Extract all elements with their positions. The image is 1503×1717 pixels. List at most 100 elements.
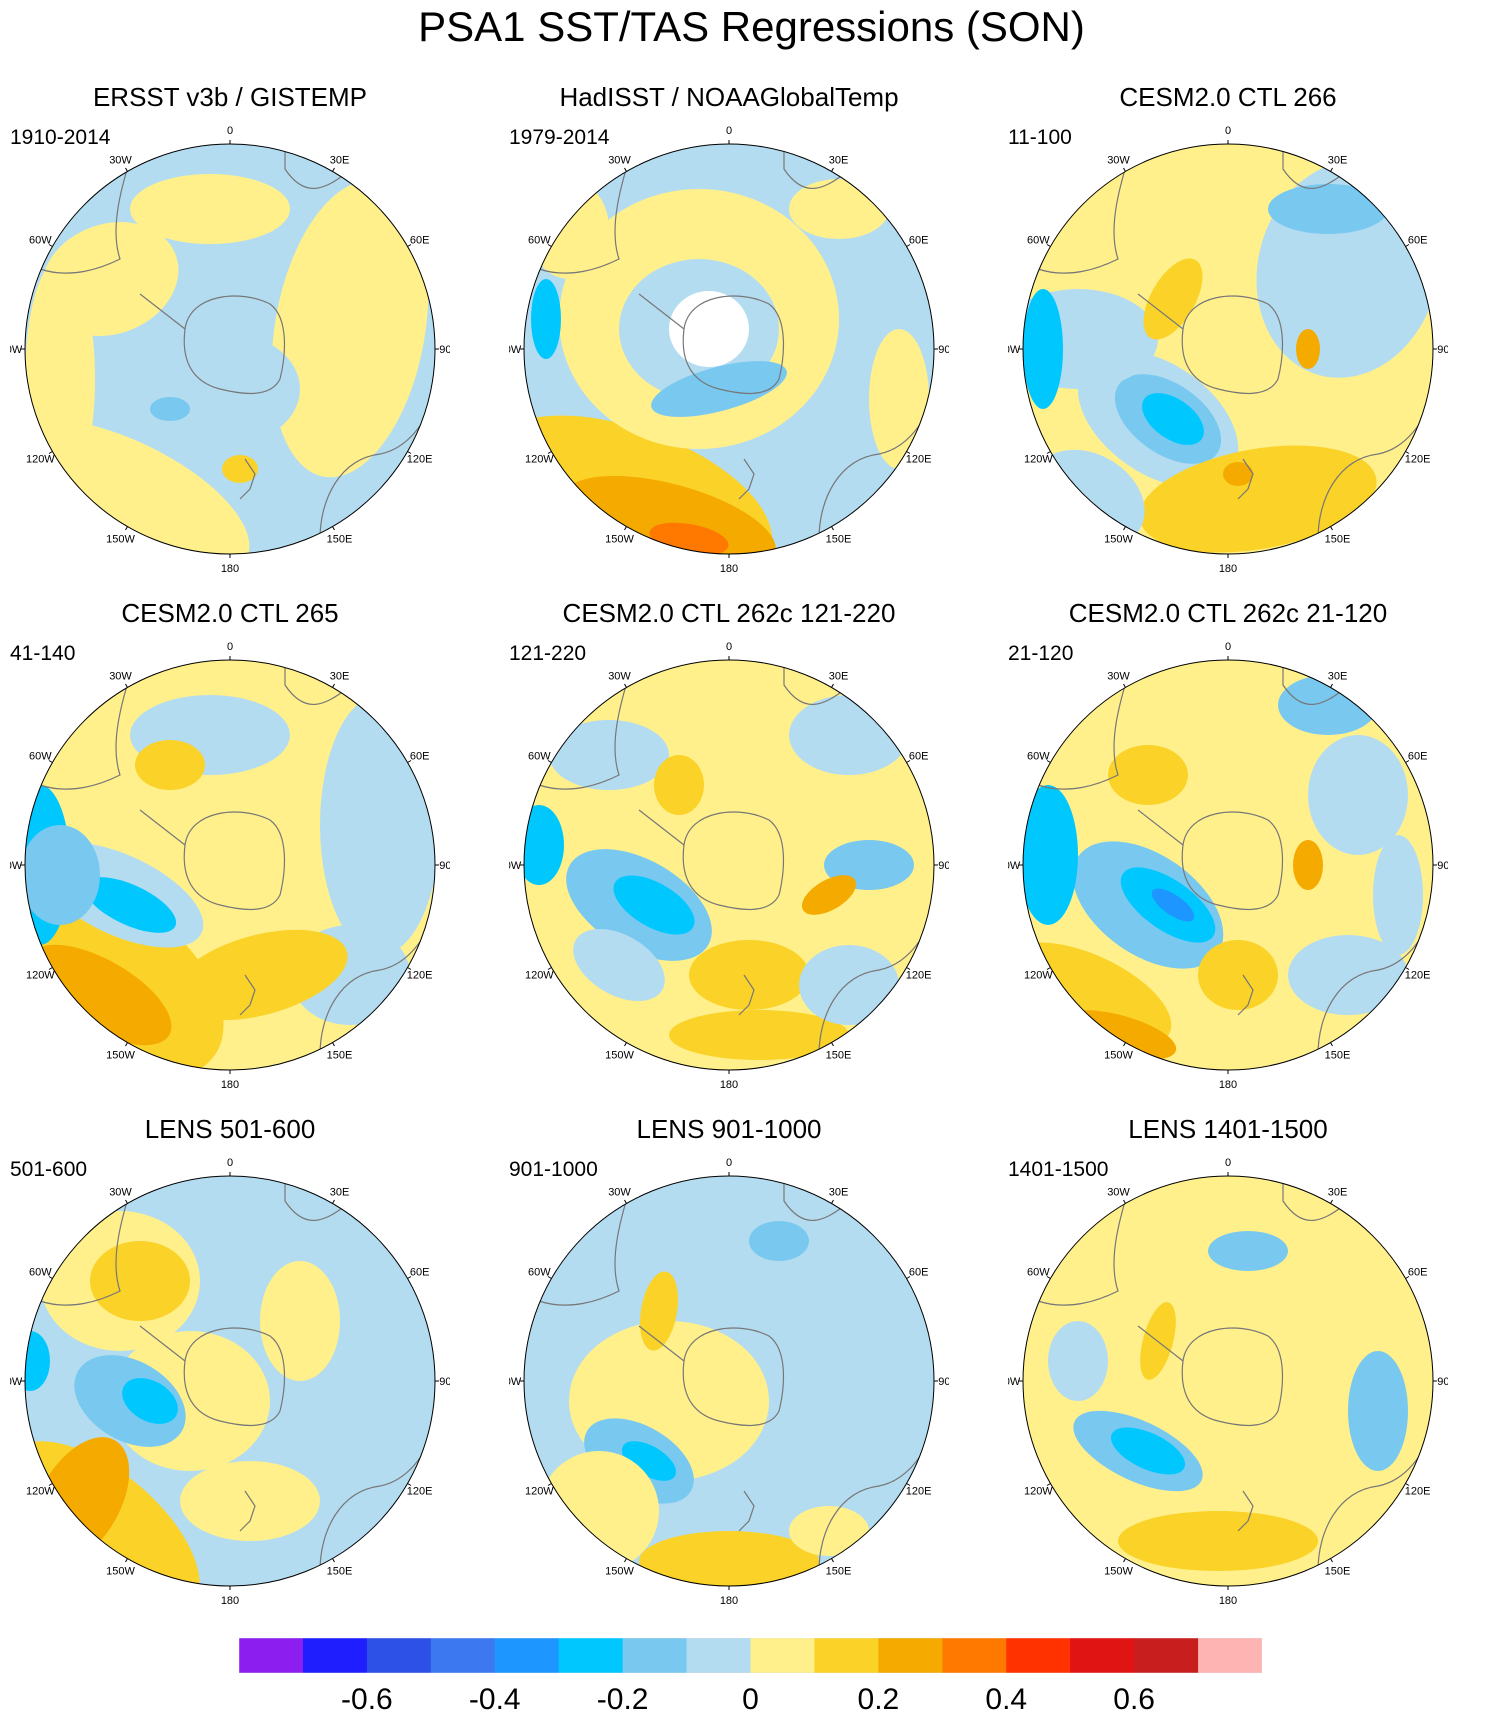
anomaly-region <box>1208 1351 1328 1451</box>
antarctica-coastline <box>638 1325 784 1427</box>
longitude-tick <box>125 526 128 531</box>
south-america-coastline <box>1037 144 1134 274</box>
south-america-coastline <box>1037 660 1134 790</box>
longitude-tick <box>1405 1483 1410 1486</box>
longitude-label: 120E <box>906 970 932 982</box>
regression-field <box>524 144 934 554</box>
anomaly-region <box>573 928 665 1002</box>
anomaly-region <box>1143 258 1203 340</box>
regression-field <box>524 1176 934 1586</box>
anomaly-region <box>1373 835 1423 955</box>
longitude-label: 0 <box>1225 125 1231 137</box>
colorbar-tick-label: 0.6 <box>1113 1683 1155 1716</box>
anomaly-region <box>271 180 429 478</box>
longitude-label: 120W <box>26 970 55 982</box>
longitude-tick <box>906 760 911 763</box>
longitude-tick <box>624 1199 627 1204</box>
longitude-label: 60E <box>410 235 430 247</box>
longitude-label: 30W <box>109 154 132 166</box>
regression-field <box>25 1176 435 1586</box>
longitude-label: 120E <box>1405 970 1431 982</box>
africa-coastline <box>1282 1176 1344 1221</box>
anomaly-region <box>90 1241 190 1321</box>
longitude-label: 180 <box>1219 563 1237 575</box>
longitude-tick <box>125 1199 128 1204</box>
africa-coastline <box>783 144 845 189</box>
longitude-label: 150W <box>1104 1566 1133 1578</box>
longitude-label: 60E <box>1408 751 1428 763</box>
colorbar-swatch <box>302 1638 368 1673</box>
panel-title: CESM2.0 CTL 265 <box>121 598 339 628</box>
colorbar-swatch <box>1198 1638 1262 1673</box>
antarctica-coastline <box>638 809 784 911</box>
australia-coastline <box>818 924 930 1056</box>
colorbar-swatch <box>622 1638 688 1673</box>
africa-coastline <box>783 1176 845 1221</box>
anomaly-region <box>1048 1321 1108 1401</box>
regression-field <box>1023 1176 1433 1586</box>
longitude-tick <box>332 167 335 172</box>
longitude-tick <box>332 526 335 531</box>
longitude-label: 60W <box>29 751 52 763</box>
longitude-label: 90E <box>938 1376 949 1388</box>
longitude-label: 150W <box>605 1566 634 1578</box>
panel-title: LENS 501-600 <box>144 1114 316 1144</box>
longitude-tick <box>125 1558 128 1563</box>
panel-6: CESM2.0 CTL 262c 21-120 0 30E 60E 90E 120E 15… <box>998 598 1458 1103</box>
longitude-label: 120W <box>525 1486 554 1498</box>
anomaly-region <box>639 1271 679 1351</box>
new-zealand-coastline <box>738 974 755 1016</box>
longitude-label: 120E <box>1405 1486 1431 1498</box>
colorbar <box>239 1638 1262 1673</box>
longitude-tick <box>48 967 53 970</box>
longitude-label: 0 <box>227 641 233 653</box>
south-america-coastline <box>538 144 635 274</box>
anomaly-region <box>654 755 704 815</box>
polar-map: 0 30E 60E 90E 120E 150E 180 150W 120W 90W 60W 30W <box>509 1157 949 1607</box>
antarctica-coastline <box>1137 1325 1283 1427</box>
colorbar-tick-label: 0.4 <box>985 1683 1028 1716</box>
longitude-label: 120E <box>906 454 932 466</box>
longitude-label: 150E <box>826 534 852 546</box>
anomaly-region <box>621 1441 677 1481</box>
colorbar-swatch <box>1006 1638 1071 1673</box>
australia-coastline <box>1317 408 1429 540</box>
longitude-tick <box>1046 1276 1051 1279</box>
australia-coastline <box>319 924 431 1056</box>
anomaly-region <box>222 455 258 483</box>
panel-title: LENS 1401-1500 <box>1128 1114 1328 1144</box>
period-label: 121-220 <box>509 642 587 665</box>
anomaly-region <box>1278 675 1378 735</box>
anomaly-region <box>789 695 909 775</box>
anomaly-region <box>524 805 564 885</box>
longitude-label: 120W <box>525 970 554 982</box>
longitude-label: 90E <box>938 860 949 872</box>
longitude-label: 120W <box>1024 454 1053 466</box>
colorbar-tick-label: 0.2 <box>857 1683 900 1716</box>
longitude-label: 0 <box>726 1157 732 1169</box>
longitude-tick <box>831 526 834 531</box>
longitude-label: 60E <box>410 1267 430 1279</box>
longitude-label: 90W <box>10 344 23 356</box>
colorbar-tick-label: -0.2 <box>596 1683 649 1716</box>
missing-data-region <box>669 291 749 367</box>
longitude-label: 120E <box>906 1486 932 1498</box>
longitude-label: 90W <box>1008 344 1021 356</box>
longitude-label: 0 <box>1225 1157 1231 1169</box>
south-america-coastline <box>538 1176 635 1306</box>
longitude-label: 90E <box>439 344 450 356</box>
panel-title: LENS 901-1000 <box>636 1114 822 1144</box>
longitude-tick <box>831 1042 834 1047</box>
longitude-tick <box>1330 1042 1333 1047</box>
anomaly-region <box>1118 1511 1318 1571</box>
longitude-label: 180 <box>720 1079 738 1091</box>
period-label: 1910-2014 <box>10 126 111 149</box>
longitude-tick <box>906 451 911 454</box>
australia-coastline <box>818 1440 930 1572</box>
anomaly-region <box>1288 935 1408 1015</box>
longitude-tick <box>48 244 53 247</box>
figure-title: PSA1 SST/TAS Regressions (SON) <box>418 3 1085 50</box>
anomaly-region <box>1293 840 1323 890</box>
longitude-label: 30E <box>829 670 849 682</box>
anomaly-region <box>1139 445 1377 553</box>
